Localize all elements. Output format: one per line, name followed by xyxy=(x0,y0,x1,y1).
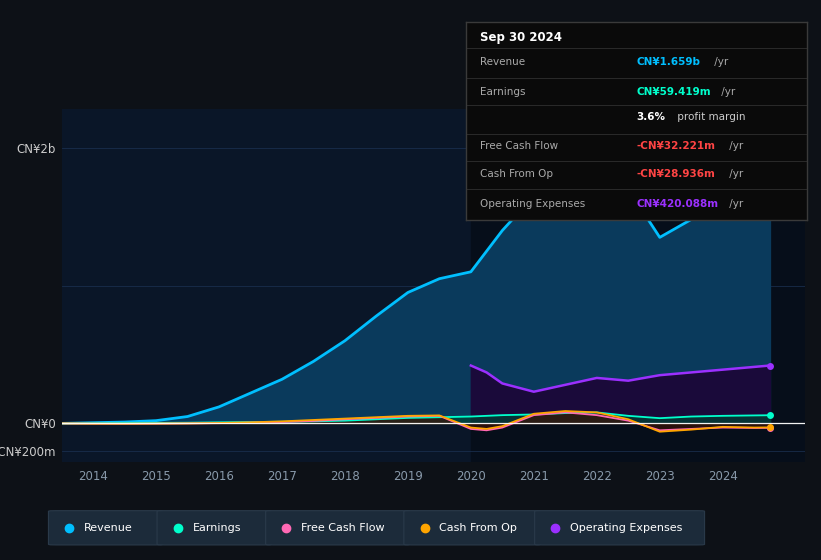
Text: /yr: /yr xyxy=(726,199,743,209)
FancyBboxPatch shape xyxy=(157,511,272,545)
Text: Free Cash Flow: Free Cash Flow xyxy=(301,523,385,533)
Text: Cash From Op: Cash From Op xyxy=(439,523,517,533)
FancyBboxPatch shape xyxy=(266,511,410,545)
Text: CN¥420.088m: CN¥420.088m xyxy=(637,199,719,209)
Text: 3.6%: 3.6% xyxy=(637,112,666,122)
Text: /yr: /yr xyxy=(726,141,743,151)
Text: profit margin: profit margin xyxy=(674,112,745,122)
Text: Sep 30 2024: Sep 30 2024 xyxy=(480,31,562,44)
Text: Revenue: Revenue xyxy=(84,523,133,533)
Text: /yr: /yr xyxy=(718,87,736,97)
Text: /yr: /yr xyxy=(726,169,743,179)
Text: -CN¥28.936m: -CN¥28.936m xyxy=(637,169,716,179)
Text: Free Cash Flow: Free Cash Flow xyxy=(480,141,558,151)
Text: Earnings: Earnings xyxy=(480,87,525,97)
FancyBboxPatch shape xyxy=(404,511,540,545)
Text: /yr: /yr xyxy=(711,57,728,67)
Text: Operating Expenses: Operating Expenses xyxy=(480,199,585,209)
Text: Cash From Op: Cash From Op xyxy=(480,169,553,179)
Text: CN¥59.419m: CN¥59.419m xyxy=(637,87,711,97)
Text: CN¥1.659b: CN¥1.659b xyxy=(637,57,700,67)
Bar xyxy=(471,109,805,462)
Text: Revenue: Revenue xyxy=(480,57,525,67)
FancyBboxPatch shape xyxy=(534,511,704,545)
Text: -CN¥32.221m: -CN¥32.221m xyxy=(637,141,716,151)
Text: Operating Expenses: Operating Expenses xyxy=(570,523,682,533)
Text: Earnings: Earnings xyxy=(193,523,241,533)
FancyBboxPatch shape xyxy=(48,511,163,545)
